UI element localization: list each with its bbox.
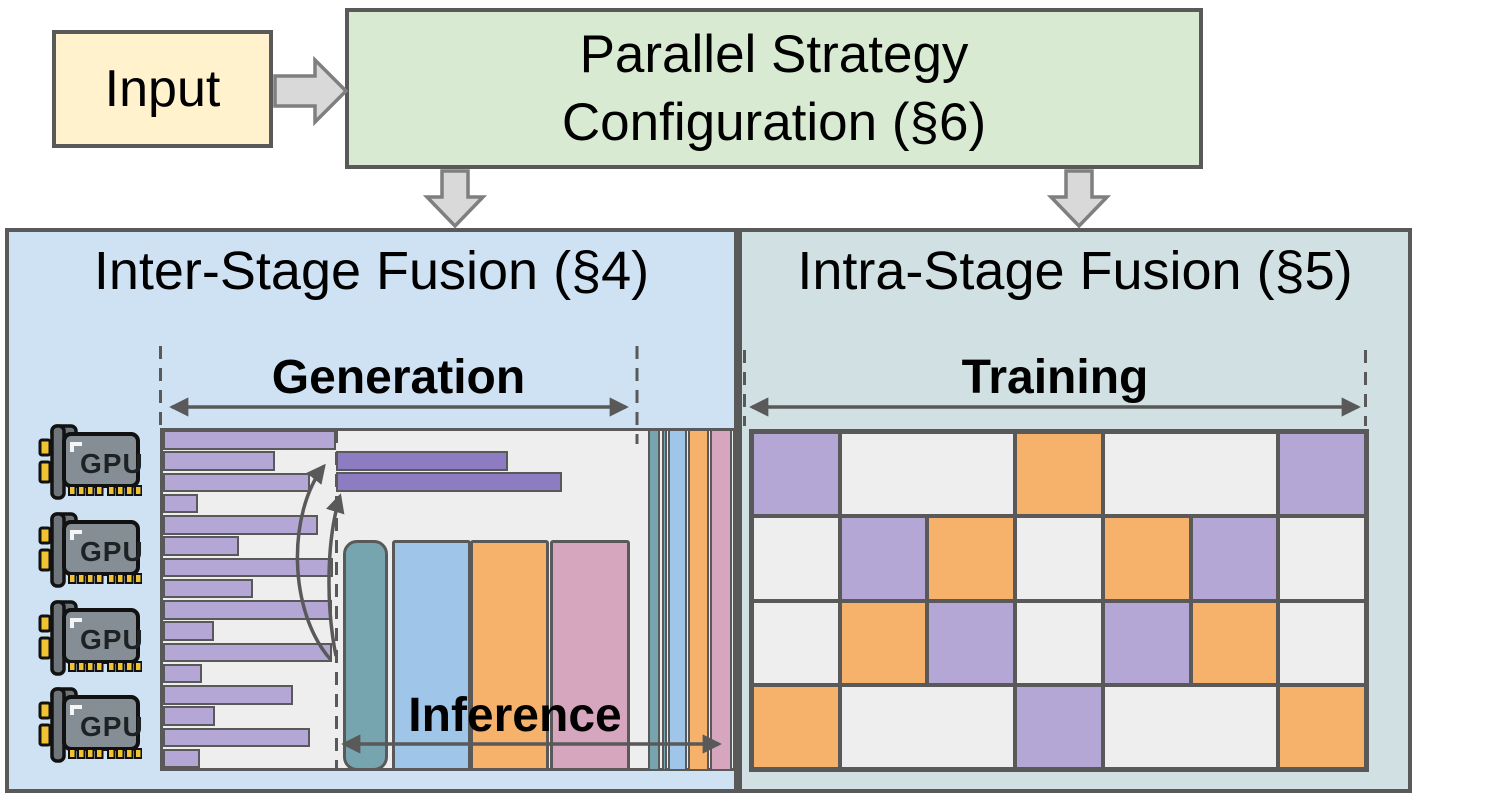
pipeline-strip-blue (668, 429, 687, 771)
gpu-icon: GPU (36, 600, 143, 678)
training-grid-cell-orange (1278, 684, 1366, 769)
training-grid-cell-gray (1102, 432, 1279, 517)
gantt-bar (163, 685, 293, 705)
gpu-icon: GPU (36, 512, 143, 590)
pipeline-strip-teal (648, 429, 660, 771)
gpu-icon: GPU (36, 687, 143, 765)
gantt-bar (163, 472, 310, 492)
training-grid-cell-orange (1015, 432, 1103, 517)
pipeline-strip-pink (710, 429, 732, 771)
generation-label: Generation (271, 351, 526, 404)
input-label: Input (104, 60, 221, 118)
training-grid-cell-purple (752, 432, 840, 517)
inference-instance-blue (392, 540, 471, 771)
gantt-bar (163, 727, 310, 747)
svg-text:GPU: GPU (80, 711, 142, 742)
training-grid-cell-orange (752, 684, 840, 769)
training-grid-cell-purple (1190, 516, 1279, 601)
gpu-card-graphic: GPU (38, 600, 143, 676)
training-grid-cell-purple (927, 600, 1016, 685)
input-to-config-arrow (273, 55, 349, 127)
input-box: Input (52, 30, 273, 148)
pipeline-strip-orange (688, 429, 709, 771)
gantt-bar (163, 493, 198, 514)
training-grid-cell-purple (1102, 600, 1191, 685)
gantt-bar (163, 642, 332, 662)
gantt-bar (163, 578, 253, 599)
training-grid-cell-gray (752, 600, 840, 685)
training-grid-cell-orange (927, 516, 1016, 601)
gpu-card-graphic: GPU (38, 512, 143, 588)
training-grid-cell-gray (1015, 600, 1103, 685)
gpu-card-graphic: GPU (38, 687, 143, 763)
training-grid-cell-purple (839, 516, 928, 601)
inference-instance-pink (550, 540, 630, 771)
svg-text:GPU: GPU (80, 624, 142, 655)
training-grid-cell-purple (1278, 432, 1366, 517)
svg-text:GPU: GPU (80, 536, 142, 567)
config-to-intra-stage-arrow (1046, 169, 1112, 229)
gpu-icon: GPU (36, 424, 143, 502)
gpu-card-graphic: GPU (38, 424, 143, 500)
inter-stage-title: Inter-Stage Fusion (§4) (93, 241, 650, 301)
training-grid-cell-purple (1015, 684, 1103, 769)
training-grid-cell-orange (1190, 600, 1279, 685)
training-schedule-grid (749, 429, 1369, 772)
training-grid-cell-gray (1278, 600, 1366, 685)
training-label: Training (961, 351, 1149, 404)
gantt-bar (163, 557, 333, 577)
config-label-line1: Parallel Strategy (579, 24, 969, 84)
pipeline-strip-teal (662, 429, 667, 771)
inference-instance-teal (343, 540, 388, 771)
gantt-bar (163, 621, 214, 641)
gantt-overflow-bar (336, 472, 562, 492)
gantt-bar (163, 706, 215, 726)
inference-label: Inference (408, 689, 622, 742)
intra-stage-title: Intra-Stage Fusion (§5) (797, 241, 1353, 301)
gantt-bar (163, 748, 200, 769)
gantt-bar (163, 451, 275, 471)
training-grid-cell-gray (1102, 684, 1279, 769)
training-grid-cell-gray (839, 432, 1016, 517)
gantt-bar (163, 663, 202, 684)
gantt-bar (163, 600, 332, 620)
training-grid-cell-gray (839, 684, 1016, 769)
training-grid-cell-gray (1015, 516, 1103, 601)
training-grid-cell-gray (1278, 516, 1366, 601)
gantt-bar (163, 536, 239, 556)
gantt-overflow-bar (336, 451, 508, 471)
gantt-bar (163, 430, 336, 450)
training-grid-cell-orange (839, 600, 928, 685)
training-grid-cell-gray (752, 516, 840, 601)
inference-instance-orange (470, 540, 549, 771)
training-grid-cell-orange (1102, 516, 1191, 601)
parallel-strategy-config-box: Parallel Strategy Configuration (§6) (345, 8, 1203, 169)
config-to-inter-stage-arrow (422, 169, 488, 229)
gantt-bar (163, 515, 318, 535)
config-label-line2: Configuration (§6) (561, 92, 987, 152)
svg-text:GPU: GPU (80, 448, 142, 479)
